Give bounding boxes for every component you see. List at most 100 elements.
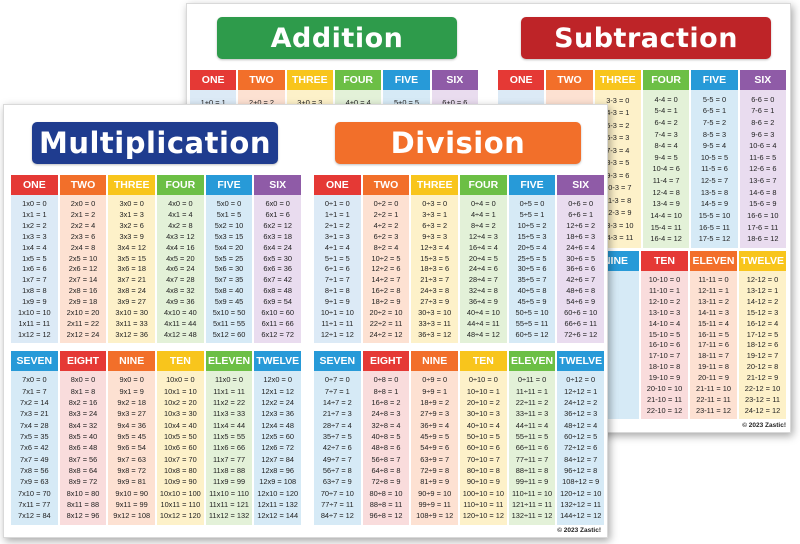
fact-row: 4x9 = 36 (166, 297, 195, 307)
division-table-top: ONE 0÷1 = 0 1÷1 = 1 2÷1 = 2 3÷1 = 3 4÷1 = 4 5÷… (314, 175, 605, 343)
fact-row: 0÷10 = 0 (468, 375, 498, 385)
fact-row: 24÷8 = 3 (371, 409, 401, 419)
fact-row: 6+0 = 6 (442, 97, 468, 107)
table-column: ELEVEN 0÷11 = 0 11÷11 = 1 22÷11 = 2 33÷11 = … (508, 351, 556, 525)
column-header: SIX (431, 70, 478, 90)
fact-row: 11-6 = 5 (749, 152, 777, 162)
fact-row: 4x3 = 12 (166, 231, 195, 241)
column-header: ONE (498, 70, 545, 90)
fact-row: 0÷2 = 0 (373, 198, 399, 208)
multiplication-table-top: ONE 1x0 = 0 1x1 = 1 1x2 = 2 1x3 = 3 1x4 = 4 1x… (11, 175, 302, 343)
column-header: TWO (546, 70, 593, 90)
fact-row: 2÷1 = 2 (324, 220, 350, 230)
fact-row: 6x3 = 18 (263, 231, 292, 241)
fact-row: 0÷3 = 0 (422, 198, 448, 208)
fact-row: 50÷5 = 10 (515, 308, 549, 318)
addition-table-top: ONE 1+0 = 1 TWO 2+0 = 2 THREE 3+0 = 3 FOUR 4+0 … (190, 70, 478, 114)
fact-row: 17-11 = 6 (698, 340, 729, 350)
fact-row: 9x7 = 63 (117, 454, 146, 464)
fact-row: 6x5 = 30 (263, 253, 292, 263)
fact-row: 11x8 = 88 (212, 466, 246, 476)
fact-row: 11-10 = 1 (649, 285, 680, 295)
fact-row: 9-4 = 5 (654, 152, 678, 162)
fact-row: 2x4 = 8 (70, 242, 96, 252)
fact-row: 2x6 = 12 (68, 264, 98, 274)
table-column: ONE 0÷1 = 0 1÷1 = 1 2÷1 = 2 3÷1 = 3 4÷1 = 4 5÷… (314, 175, 361, 343)
fact-row: 3x5 = 15 (117, 253, 146, 263)
fact-row: 8÷4 = 2 (470, 220, 496, 230)
fact-row: 8x5 = 40 (68, 432, 98, 442)
fact-row: 24÷2 = 12 (369, 329, 403, 339)
table-column: FIVE 0÷5 = 0 5÷5 = 1 10÷5 = 2 15÷5 = 3 20÷5 =… (508, 175, 556, 343)
column-header: FOUR (334, 70, 382, 90)
fact-row: 2x7 = 14 (68, 275, 98, 285)
fact-row: 81÷9 = 9 (420, 477, 450, 487)
fact-row: 66÷6 = 11 (564, 319, 597, 329)
fact-row: 9-5 = 4 (702, 141, 727, 151)
fact-row: 45÷9 = 5 (420, 432, 450, 442)
fact-row: 11x7 = 77 (212, 454, 246, 464)
fact-row: 9x6 = 54 (117, 443, 146, 453)
fact-row: 5x2 = 10 (214, 220, 244, 230)
fact-row: 12-10 = 2 (648, 296, 681, 306)
column-body: 0÷2 = 0 2÷2 = 1 4÷2 = 2 6÷2 = 3 8÷2 = 4 10÷2 … (362, 195, 410, 343)
fact-row: 1x12 = 12 (18, 329, 51, 339)
fact-row: 10x0 = 0 (166, 375, 195, 385)
column-body: 0÷10 = 0 10÷10 = 1 20÷10 = 2 30÷10 = 3 40÷10… (460, 371, 507, 525)
fact-row: 3x1 = 3 (119, 209, 144, 219)
fact-row: 18-10 = 8 (648, 362, 681, 372)
fact-row: 6-6 = 0 (751, 94, 775, 104)
column-body: 10-10 = 0 11-10 = 1 12-10 = 2 13-10 = 3 14-1… (641, 271, 688, 419)
fact-row: 4-4 = 0 (654, 94, 678, 104)
fact-row: 84÷7 = 12 (320, 511, 354, 521)
fact-row: 32÷4 = 8 (468, 286, 498, 296)
fact-row: 99÷9 = 11 (418, 500, 451, 510)
fact-row: 8x12 = 96 (66, 511, 100, 521)
fact-row: 6x8 = 48 (263, 286, 292, 296)
fact-row: 4x6 = 24 (166, 264, 195, 274)
fact-row: 3x12 = 36 (115, 329, 149, 339)
fact-row: 9x3 = 27 (117, 409, 146, 419)
fact-row: 20÷10 = 2 (466, 398, 500, 408)
fact-row: 9x12 = 108 (113, 511, 151, 521)
fact-row: 10x7 = 70 (164, 454, 197, 464)
fact-row: 4÷1 = 4 (324, 242, 350, 252)
fact-row: 3+0 = 3 (297, 97, 323, 107)
fact-row: 1x6 = 6 (22, 264, 47, 274)
fact-row: 11x12 = 132 (208, 511, 250, 521)
fact-row: 11x11 = 121 (209, 500, 249, 510)
fact-row: 10x11 = 110 (160, 500, 201, 510)
fact-row: 18-12 = 6 (746, 340, 779, 350)
fact-row: 7x12 = 84 (18, 511, 51, 521)
fact-row: 5x1 = 5 (216, 209, 242, 219)
fact-row: 16-5 = 11 (699, 222, 730, 232)
fact-row: 0÷6 = 0 (568, 198, 594, 208)
fact-row: 12x8 = 96 (261, 466, 295, 476)
table-column: TWELVE 12x0 = 0 12x1 = 12 12x2 = 24 12x3 = 3… (254, 351, 302, 525)
fact-row: 3x2 = 6 (119, 220, 144, 230)
column-body: 1x0 = 0 1x1 = 1 1x2 = 2 1x3 = 3 1x4 = 4 1x5 =… (11, 195, 58, 343)
fact-row: 55÷11 = 5 (515, 432, 549, 442)
column-body: 11x0 = 0 11x1 = 11 11x2 = 22 11x3 = 33 11x4 … (205, 371, 253, 525)
fact-row: 12÷4 = 3 (468, 231, 498, 241)
fact-row: 30÷10 = 3 (466, 409, 500, 419)
fact-row: 17-6 = 11 (747, 222, 779, 232)
fact-row: 33÷3 = 11 (418, 319, 451, 329)
fact-row: 63÷7 = 9 (322, 477, 352, 487)
fact-row: 110÷10 = 11 (463, 500, 504, 510)
fact-row: 45÷5 = 9 (517, 297, 547, 307)
fact-row: 11x10 = 110 (209, 488, 249, 498)
fact-row: 84÷12 = 7 (564, 454, 598, 464)
column-header: ELEVEN (508, 351, 556, 371)
fact-row: 7x11 = 77 (18, 500, 51, 510)
fact-row: 6÷6 = 1 (568, 209, 594, 219)
fact-row: 10x10 = 100 (159, 488, 201, 498)
fact-row: 7x7 = 49 (20, 454, 49, 464)
column-body: 5-5 = 0 6-5 = 1 7-5 = 2 8-5 = 3 9-5 = 4 10-5 … (691, 90, 738, 248)
fact-row: 56÷7 = 8 (322, 466, 352, 476)
fact-row: 42÷6 = 7 (566, 275, 596, 285)
fact-row: 4x4 = 16 (166, 242, 195, 252)
column-header: FIVE (383, 70, 430, 90)
fact-row: 23-12 = 11 (745, 395, 780, 405)
